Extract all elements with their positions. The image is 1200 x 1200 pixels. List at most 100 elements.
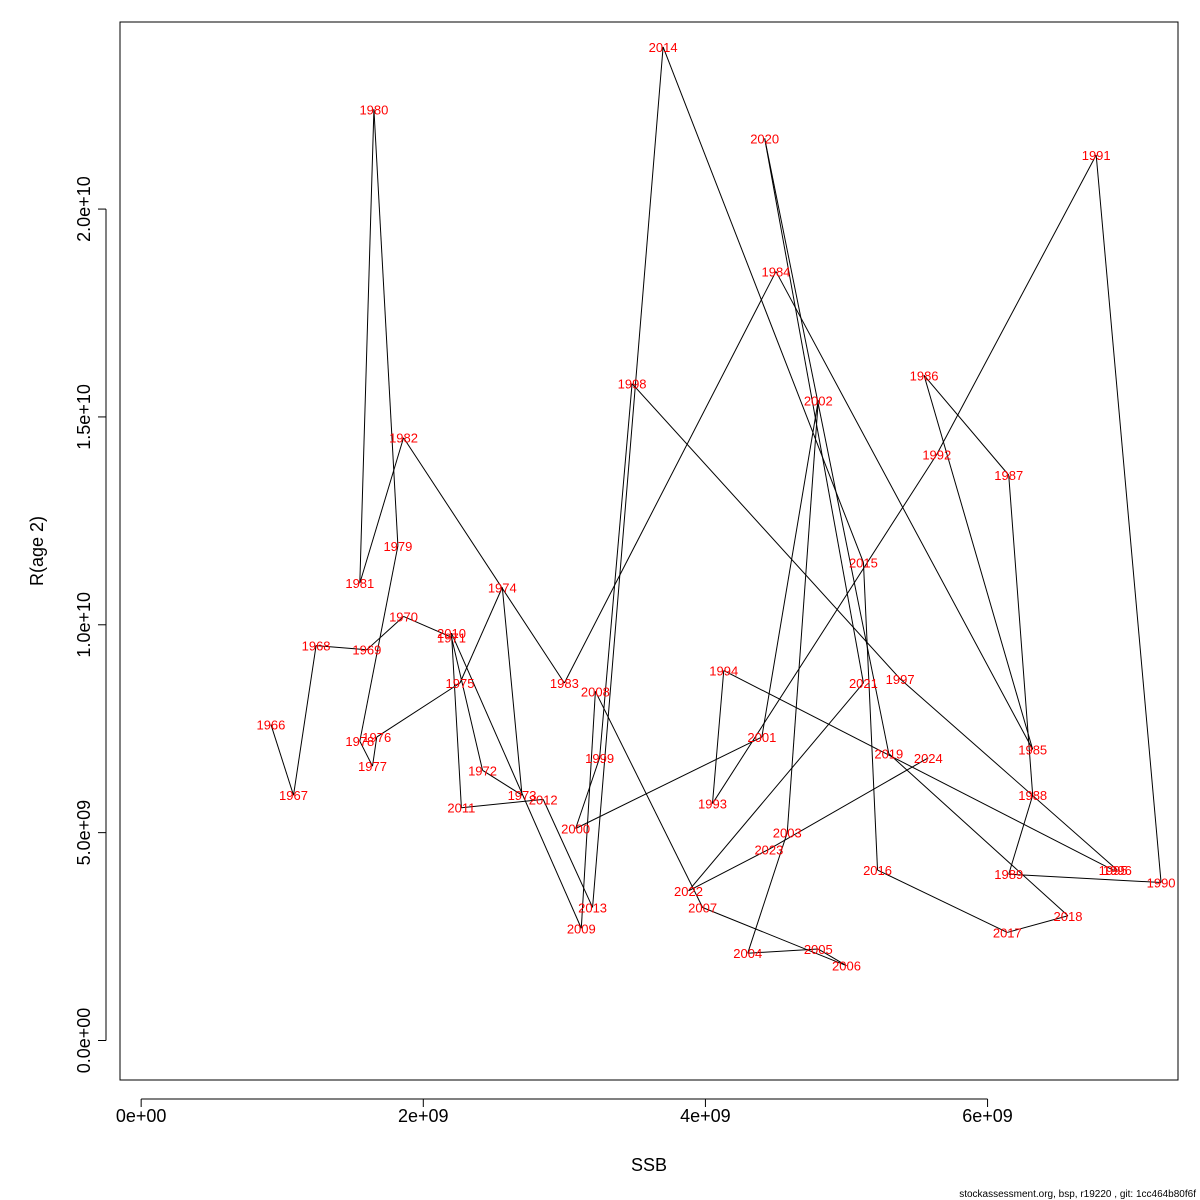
year-label-1996: 1996 bbox=[1103, 863, 1132, 878]
x-tick-label: 6e+09 bbox=[962, 1106, 1013, 1126]
year-label-2012: 2012 bbox=[529, 792, 558, 807]
year-label-2014: 2014 bbox=[649, 40, 678, 55]
trajectory-segment bbox=[775, 271, 1034, 750]
trajectory-segment bbox=[403, 616, 452, 638]
trajectory-segment bbox=[461, 798, 544, 809]
year-label-1982: 1982 bbox=[389, 431, 418, 446]
year-label-2024: 2024 bbox=[914, 751, 943, 766]
year-label-2016: 2016 bbox=[863, 863, 892, 878]
year-label-1969: 1969 bbox=[352, 643, 381, 658]
year-label-2017: 2017 bbox=[993, 925, 1022, 940]
trajectory-segment bbox=[376, 682, 461, 738]
x-tick-label: 4e+09 bbox=[680, 1106, 731, 1126]
trajectory-segment bbox=[688, 848, 770, 892]
trajectory-segment bbox=[373, 109, 399, 546]
trajectory-segment bbox=[599, 383, 633, 758]
trajectory-segment bbox=[662, 46, 864, 563]
year-label-1999: 1999 bbox=[585, 751, 614, 766]
trajectory-segment bbox=[923, 375, 1034, 750]
year-label-2000: 2000 bbox=[561, 821, 590, 836]
trajectory-segment bbox=[359, 740, 373, 767]
trajectory-segment bbox=[723, 670, 1114, 871]
year-label-1966: 1966 bbox=[256, 718, 285, 733]
trajectory-segment bbox=[688, 682, 864, 892]
year-label-2022: 2022 bbox=[674, 884, 703, 899]
trajectory-segment bbox=[359, 109, 375, 584]
trajectory-segment bbox=[372, 736, 378, 767]
year-label-1998: 1998 bbox=[618, 377, 647, 392]
year-label-1975: 1975 bbox=[446, 676, 475, 691]
year-label-2020: 2020 bbox=[750, 131, 779, 146]
year-label-1978: 1978 bbox=[345, 734, 374, 749]
year-label-1988: 1988 bbox=[1018, 788, 1047, 803]
trajectory-segment bbox=[764, 138, 864, 684]
year-label-2005: 2005 bbox=[804, 942, 833, 957]
year-label-1992: 1992 bbox=[922, 447, 951, 462]
trajectory-segment bbox=[451, 637, 484, 771]
trajectory-segment bbox=[403, 437, 565, 684]
year-label-1967: 1967 bbox=[279, 788, 308, 803]
trajectory-segment bbox=[594, 691, 704, 908]
trajectory-segment bbox=[592, 46, 664, 908]
footer-credit: stockassessment.org, bsp, r19220 , git: … bbox=[959, 1189, 1196, 1200]
trajectory-lines bbox=[270, 46, 1162, 967]
trajectory-segment bbox=[1007, 915, 1069, 933]
trajectory-segment bbox=[459, 587, 503, 684]
trajectory-segment bbox=[451, 633, 462, 808]
year-label-1994: 1994 bbox=[709, 664, 738, 679]
y-tick-label: 1.0e+10 bbox=[74, 592, 94, 658]
year-label-2015: 2015 bbox=[849, 555, 878, 570]
y-tick-label: 0.0e+00 bbox=[74, 1008, 94, 1074]
trajectory-segment bbox=[563, 271, 777, 684]
trajectory-segment bbox=[359, 545, 399, 742]
year-label-2013: 2013 bbox=[578, 900, 607, 915]
year-label-1983: 1983 bbox=[550, 676, 579, 691]
year-label-1972: 1972 bbox=[468, 763, 497, 778]
trajectory-segment bbox=[575, 757, 601, 829]
year-label-1971: 1971 bbox=[437, 630, 466, 645]
trajectory-segment bbox=[786, 400, 819, 833]
trajectory-segment bbox=[711, 670, 725, 804]
year-label-2002: 2002 bbox=[804, 393, 833, 408]
trajectory-segment bbox=[542, 799, 594, 908]
trajectory-segment bbox=[818, 948, 847, 967]
year-label-2007: 2007 bbox=[688, 900, 717, 915]
plot-frame bbox=[119, 21, 1179, 1081]
trajectory-segment bbox=[702, 907, 847, 967]
trajectory-segment bbox=[1008, 795, 1034, 875]
trajectory-segment bbox=[761, 400, 819, 738]
year-label-2019: 2019 bbox=[874, 747, 903, 762]
y-tick-label: 1.5e+10 bbox=[74, 384, 94, 450]
year-label-1987: 1987 bbox=[994, 468, 1023, 483]
year-label-1986: 1986 bbox=[910, 368, 939, 383]
year-label-1993: 1993 bbox=[698, 797, 727, 812]
trajectory-segment bbox=[764, 138, 890, 754]
year-label-1989: 1989 bbox=[994, 867, 1023, 882]
year-label-2003: 2003 bbox=[773, 826, 802, 841]
trajectory-segment bbox=[366, 616, 404, 651]
year-label-2009: 2009 bbox=[567, 921, 596, 936]
trajectory-segment bbox=[316, 645, 367, 651]
y-axis-title: R(age 2) bbox=[27, 516, 47, 586]
year-label-2006: 2006 bbox=[832, 959, 861, 974]
year-label-1968: 1968 bbox=[302, 639, 331, 654]
year-labels: 1966 1967 1968 1969 1970 1971 1972 1973 1974 1975… bbox=[256, 40, 1175, 974]
x-axis-title: SSB bbox=[631, 1155, 667, 1175]
trajectory-segment bbox=[712, 454, 938, 804]
year-label-1984: 1984 bbox=[761, 264, 790, 279]
trajectory-segment bbox=[1008, 873, 1162, 884]
year-label-1974: 1974 bbox=[488, 580, 517, 595]
year-label-2021: 2021 bbox=[849, 676, 878, 691]
year-label-2011: 2011 bbox=[447, 801, 475, 816]
year-label-1995: 1995 bbox=[1099, 863, 1128, 878]
trajectory-segment bbox=[482, 769, 523, 796]
y-tick-label: 5.0e+09 bbox=[74, 800, 94, 866]
year-label-1970: 1970 bbox=[389, 609, 418, 624]
year-label-1980: 1980 bbox=[359, 102, 388, 117]
year-label-1977: 1977 bbox=[358, 759, 387, 774]
year-label-2004: 2004 bbox=[733, 946, 762, 961]
trajectory-segment bbox=[293, 645, 317, 796]
year-label-1979: 1979 bbox=[383, 539, 412, 554]
trajectory-segment bbox=[1095, 154, 1162, 883]
